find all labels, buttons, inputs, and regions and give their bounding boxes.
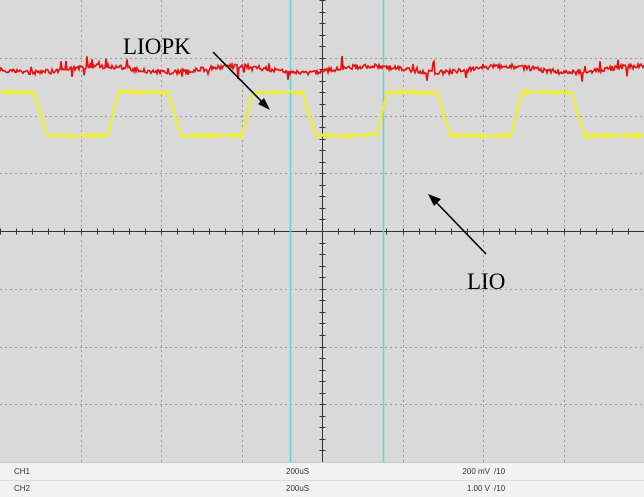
timebase-value: 200uS [286, 467, 310, 476]
oscilloscope-screen [0, 0, 644, 462]
status-bar: CH1 200uS 200 mV /10 CH2 200uS 1.00 V /1… [0, 462, 644, 497]
probe-attenuation: /10 [494, 484, 506, 493]
lio-label: LIO [467, 269, 506, 294]
lio-arrow [433, 199, 487, 255]
liopk-label: LIOPK [123, 34, 191, 59]
annotation-arrows [212, 51, 487, 255]
channel-label: CH1 [14, 467, 31, 476]
status-row-ch2: CH2 200uS 1.00 V /10 [0, 481, 644, 497]
volts-per-div-value: 1.00 V [466, 484, 490, 493]
center-axes [0, 0, 644, 462]
series-lio [0, 88, 644, 141]
channel-label: CH2 [14, 484, 31, 493]
series-liopk [0, 55, 644, 82]
liopk-arrow [212, 51, 267, 107]
waveform-display [0, 0, 644, 462]
liopk-arrowhead [258, 98, 270, 110]
probe-attenuation: /10 [494, 467, 506, 476]
traces [0, 55, 644, 141]
time-cursors[interactable] [289, 0, 385, 462]
lio-arrowhead [428, 194, 441, 206]
timebase-value: 200uS [286, 484, 310, 493]
volts-per-div-value: 200 mV [462, 467, 490, 476]
status-row-ch1: CH1 200uS 200 mV /10 [0, 464, 644, 481]
